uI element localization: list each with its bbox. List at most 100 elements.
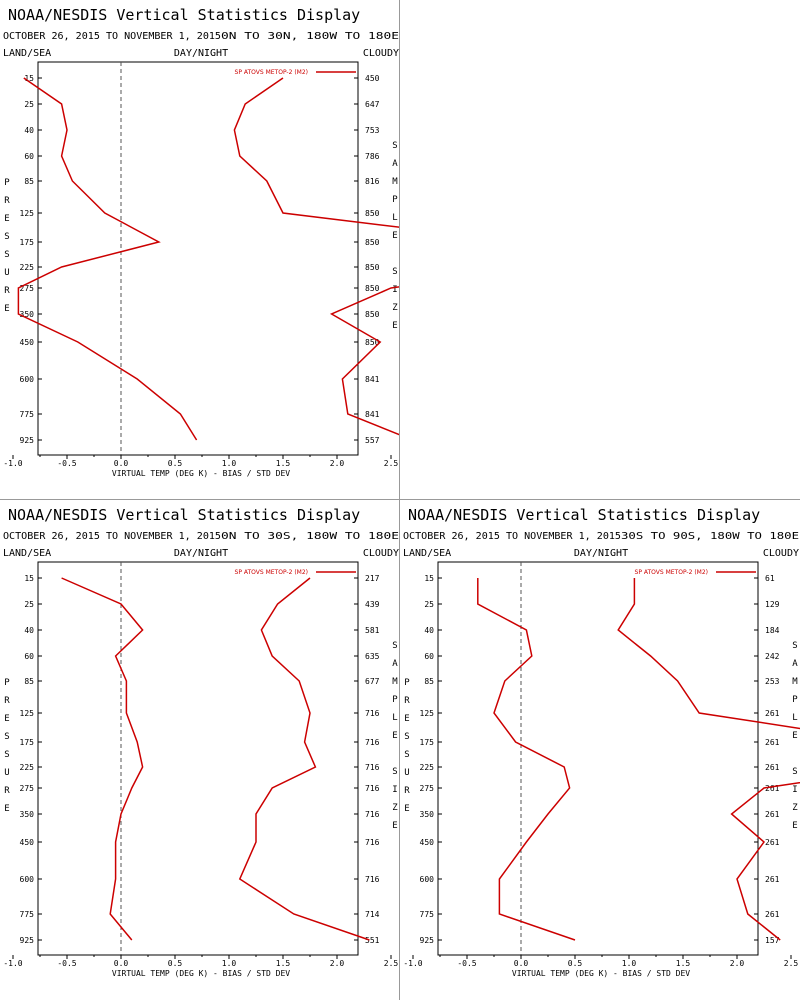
pressure-level-label: 25 [424, 600, 434, 609]
pressure-level-label: 775 [20, 910, 35, 919]
pressure-axis-letter: E [4, 304, 9, 314]
pressure-level-label: 175 [20, 738, 35, 747]
pressure-axis-letter: P [4, 678, 10, 688]
chart-panel-0n-30s: NOAA/NESDIS Vertical Statistics Display O… [0, 500, 400, 1000]
pressure-axis-letter: U [404, 768, 409, 778]
sample-size-axis-letter: P [792, 695, 798, 705]
pressure-level-label: 60 [24, 652, 34, 661]
sample-size-label: 439 [365, 600, 380, 609]
sample-size-axis-letter: P [392, 695, 398, 705]
pressure-axis-letter: S [404, 732, 409, 742]
pressure-axis-letter: R [4, 696, 10, 706]
pressure-axis-letter: P [4, 178, 10, 188]
plot-frame [37, 61, 359, 456]
sample-size-label: 647 [365, 100, 380, 109]
bias-line [17, 77, 198, 441]
x-axis-title: VIRTUAL TEMP (DEG K) - BIAS / STD DEV [512, 969, 690, 978]
region-label: 0N TO 30N, 180W TO 180E [221, 31, 399, 42]
pressure-axis-letter: E [4, 714, 9, 724]
sample-size-axis-letter: S [792, 641, 797, 651]
pressure-level-label: 125 [20, 709, 35, 718]
sample-size-label: 157 [765, 936, 780, 945]
sample-size-axis-letter: S [392, 767, 397, 777]
pressure-level-label: 175 [20, 238, 35, 247]
sample-size-axis-letter: Z [792, 803, 798, 813]
sample-size-label: 716 [365, 875, 380, 884]
sample-size-axis-letter: E [392, 321, 397, 331]
pressure-axis-letter: R [4, 786, 10, 796]
pressure-level-label: 775 [420, 910, 435, 919]
pressure-level-label: 40 [424, 626, 434, 635]
x-tick-label: 0.5 [168, 959, 183, 968]
date-range: OCTOBER 26, 2015 TO NOVEMBER 1, 2015 [403, 531, 621, 542]
x-tick-label: 1.5 [276, 459, 291, 468]
pressure-axis-letter: E [404, 714, 409, 724]
pressure-level-label: 15 [24, 574, 34, 583]
sample-size-label: 557 [365, 436, 380, 445]
pressure-level-label: 125 [420, 709, 435, 718]
x-tick-label: 1.0 [622, 959, 637, 968]
chart-panel-0n-30n: NOAA/NESDIS Vertical Statistics Display O… [0, 0, 400, 500]
legend-label: SP ATOVS METOP-2 (M2) [235, 569, 308, 576]
legend-label: SP ATOVS METOP-2 (M2) [635, 569, 708, 576]
x-tick-label: 1.0 [222, 459, 237, 468]
sample-size-label: 850 [365, 284, 380, 293]
sample-size-label: 261 [765, 784, 780, 793]
sample-size-axis-letter: E [792, 731, 797, 741]
pressure-level-label: 775 [20, 410, 35, 419]
pressure-level-label: 40 [24, 626, 34, 635]
sample-size-label: 841 [365, 410, 380, 419]
pressure-level-label: 600 [20, 875, 35, 884]
x-axis-title: VIRTUAL TEMP (DEG K) - BIAS / STD DEV [112, 969, 290, 978]
sample-size-axis-letter: M [792, 677, 798, 687]
sample-size-axis-letter: Z [392, 303, 398, 313]
pressure-level-label: 25 [24, 600, 34, 609]
sample-size-label: 450 [365, 74, 380, 83]
sample-size-label: 129 [765, 600, 780, 609]
sample-size-label: 716 [365, 810, 380, 819]
pressure-axis-letter: E [4, 804, 9, 814]
chart-svg: NOAA/NESDIS Vertical Statistics Display O… [3, 506, 399, 978]
pressure-level-label: 925 [420, 936, 435, 945]
pressure-level-label: 25 [24, 100, 34, 109]
x-tick-label: 1.5 [276, 959, 291, 968]
pressure-axis-letter: U [4, 768, 9, 778]
sample-size-label: 677 [365, 677, 380, 686]
sample-size-label: 261 [765, 763, 780, 772]
x-tick-label: -1.0 [403, 959, 422, 968]
sample-size-label: 261 [765, 709, 780, 718]
pressure-level-label: 60 [424, 652, 434, 661]
x-tick-label: 2.0 [330, 959, 345, 968]
sample-size-label: 551 [365, 936, 380, 945]
sample-size-axis-letter: S [792, 767, 797, 777]
pressure-axis-letter: U [4, 268, 9, 278]
x-tick-label: 1.0 [222, 959, 237, 968]
x-tick-label: 0.0 [114, 959, 129, 968]
date-range: OCTOBER 26, 2015 TO NOVEMBER 1, 2015 [3, 31, 221, 42]
sample-size-axis-letter: E [392, 231, 397, 241]
sample-size-axis-letter: E [392, 731, 397, 741]
pressure-level-label: 450 [20, 838, 35, 847]
pressure-level-label: 450 [420, 838, 435, 847]
day-night-label: DAY/NIGHT [174, 48, 228, 59]
pressure-level-label: 15 [24, 74, 34, 83]
pressure-level-label: 225 [420, 763, 435, 772]
sample-size-label: 716 [365, 838, 380, 847]
pressure-axis-letter: S [4, 250, 9, 260]
pressure-level-label: 450 [20, 338, 35, 347]
pressure-axis-letter: S [4, 750, 9, 760]
x-tick-label: 2.0 [330, 459, 345, 468]
land-sea-label: LAND/SEA [403, 548, 451, 559]
pressure-level-label: 225 [20, 263, 35, 272]
sample-size-label: 217 [365, 574, 380, 583]
x-tick-label: -1.0 [3, 459, 22, 468]
x-tick-label: 2.5 [384, 459, 399, 468]
sample-size-label: 714 [365, 910, 380, 919]
sample-size-label: 716 [365, 763, 380, 772]
pressure-axis-letter: S [4, 732, 9, 742]
sample-size-axis-letter: Z [392, 803, 398, 813]
sample-size-axis-letter: P [392, 195, 398, 205]
sample-size-axis-letter: E [792, 821, 797, 831]
pressure-level-label: 85 [424, 677, 434, 686]
sample-size-axis-letter: L [392, 713, 397, 723]
